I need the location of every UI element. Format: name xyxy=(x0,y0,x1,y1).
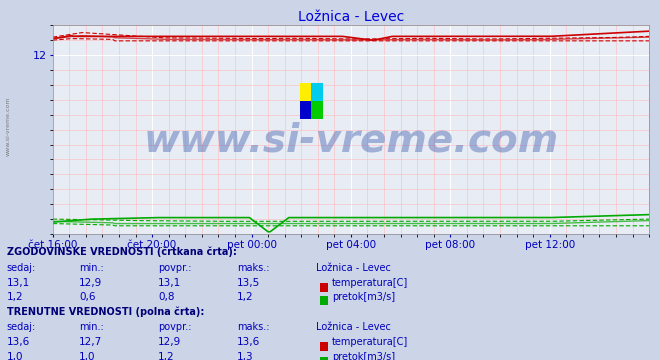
Text: 1,0: 1,0 xyxy=(7,352,23,360)
Text: 12,9: 12,9 xyxy=(158,337,181,347)
Text: temperatura[C]: temperatura[C] xyxy=(332,278,409,288)
Bar xyxy=(300,101,312,119)
Text: 13,1: 13,1 xyxy=(7,278,30,288)
Text: 13,6: 13,6 xyxy=(237,337,260,347)
Text: 1,0: 1,0 xyxy=(79,352,96,360)
Text: 1,2: 1,2 xyxy=(237,292,254,302)
Text: sedaj:: sedaj: xyxy=(7,263,36,273)
Text: povpr.:: povpr.: xyxy=(158,263,192,273)
Text: 0,8: 0,8 xyxy=(158,292,175,302)
Bar xyxy=(312,83,323,101)
Text: www.si-vreme.com: www.si-vreme.com xyxy=(143,121,559,159)
Bar xyxy=(312,101,323,119)
Text: maks.:: maks.: xyxy=(237,263,270,273)
Text: temperatura[C]: temperatura[C] xyxy=(332,337,409,347)
Text: 12,7: 12,7 xyxy=(79,337,102,347)
Text: min.:: min.: xyxy=(79,322,104,332)
Title: Ložnica - Levec: Ložnica - Levec xyxy=(298,10,404,24)
Text: 12,9: 12,9 xyxy=(79,278,102,288)
Text: 1,3: 1,3 xyxy=(237,352,254,360)
Text: Ložnica - Levec: Ložnica - Levec xyxy=(316,263,391,273)
Text: 1,2: 1,2 xyxy=(158,352,175,360)
Text: www.si-vreme.com: www.si-vreme.com xyxy=(5,96,11,156)
Text: 0,6: 0,6 xyxy=(79,292,96,302)
Text: maks.:: maks.: xyxy=(237,322,270,332)
Text: Ložnica - Levec: Ložnica - Levec xyxy=(316,322,391,332)
Text: min.:: min.: xyxy=(79,263,104,273)
Text: ZGODOVINSKE VREDNOSTI (črtkana črta):: ZGODOVINSKE VREDNOSTI (črtkana črta): xyxy=(7,247,237,257)
Text: pretok[m3/s]: pretok[m3/s] xyxy=(332,352,395,360)
Text: sedaj:: sedaj: xyxy=(7,322,36,332)
Text: povpr.:: povpr.: xyxy=(158,322,192,332)
Text: 1,2: 1,2 xyxy=(7,292,23,302)
Text: 13,5: 13,5 xyxy=(237,278,260,288)
Text: 13,6: 13,6 xyxy=(7,337,30,347)
Text: 13,1: 13,1 xyxy=(158,278,181,288)
Bar xyxy=(300,83,312,101)
Text: TRENUTNE VREDNOSTI (polna črta):: TRENUTNE VREDNOSTI (polna črta): xyxy=(7,307,204,317)
Text: pretok[m3/s]: pretok[m3/s] xyxy=(332,292,395,302)
